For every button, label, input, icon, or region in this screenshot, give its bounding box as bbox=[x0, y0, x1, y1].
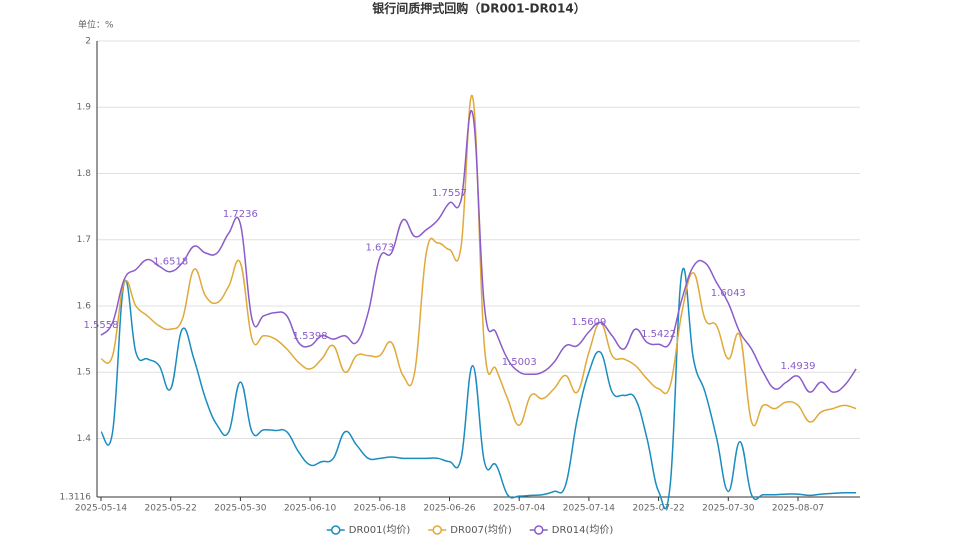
value-label: 1.6518 bbox=[153, 257, 188, 268]
value-label: 1.5558 bbox=[84, 320, 119, 331]
legend-icon-dot bbox=[432, 525, 442, 535]
value-label: 1.673 bbox=[365, 243, 394, 254]
y-tick-label: 1.6 bbox=[77, 301, 92, 311]
y-tick-label: 1.9 bbox=[77, 103, 92, 113]
x-tick-label: 2025-06-26 bbox=[423, 504, 476, 514]
legend-label: DR007(均价) bbox=[450, 524, 512, 536]
x-tick-label: 2025-07-30 bbox=[702, 504, 755, 514]
line-series bbox=[100, 268, 857, 510]
value-label: 1.4939 bbox=[781, 361, 816, 372]
y-tick-label: 2 bbox=[85, 37, 91, 47]
x-tick-label: 2025-05-22 bbox=[145, 504, 197, 514]
value-label: 1.7557 bbox=[432, 188, 467, 199]
y-tick-label: 1.5 bbox=[77, 368, 91, 378]
chart-title: 银行间质押式回购（DR001-DR014） bbox=[372, 1, 585, 16]
legend-label: DR001(均价) bbox=[349, 524, 411, 536]
value-label: 1.5609 bbox=[571, 317, 606, 328]
value-label: 1.5003 bbox=[502, 357, 537, 368]
x-tick-label: 2025-07-22 bbox=[632, 504, 684, 514]
legend-label: DR014(均价) bbox=[552, 524, 614, 536]
x-tick-label: 2025-08-07 bbox=[772, 504, 824, 514]
y-tick-label: 1.7 bbox=[77, 235, 91, 245]
line-series bbox=[100, 94, 857, 427]
y-unit: 单位：% bbox=[78, 19, 114, 31]
legend-icon-dot bbox=[534, 525, 544, 535]
x-tick-label: 2025-07-04 bbox=[493, 504, 546, 514]
y-tick-label: 1.8 bbox=[77, 169, 92, 179]
value-label: 1.6043 bbox=[711, 288, 746, 299]
y-tick-label: 1.3116 bbox=[60, 493, 92, 503]
value-label: 1.7236 bbox=[223, 209, 258, 220]
x-tick-label: 2025-05-30 bbox=[214, 504, 267, 514]
y-tick-label: 1.4 bbox=[77, 434, 92, 444]
x-tick-label: 2025-06-18 bbox=[354, 504, 407, 514]
line-series bbox=[100, 110, 857, 393]
x-tick-label: 2025-07-14 bbox=[563, 504, 616, 514]
legend-icon-dot bbox=[331, 525, 341, 535]
x-tick-label: 2025-05-14 bbox=[75, 504, 128, 514]
x-tick-label: 2025-06-10 bbox=[284, 504, 337, 514]
value-label: 1.5422 bbox=[641, 329, 676, 340]
value-label: 1.5398 bbox=[293, 331, 328, 342]
